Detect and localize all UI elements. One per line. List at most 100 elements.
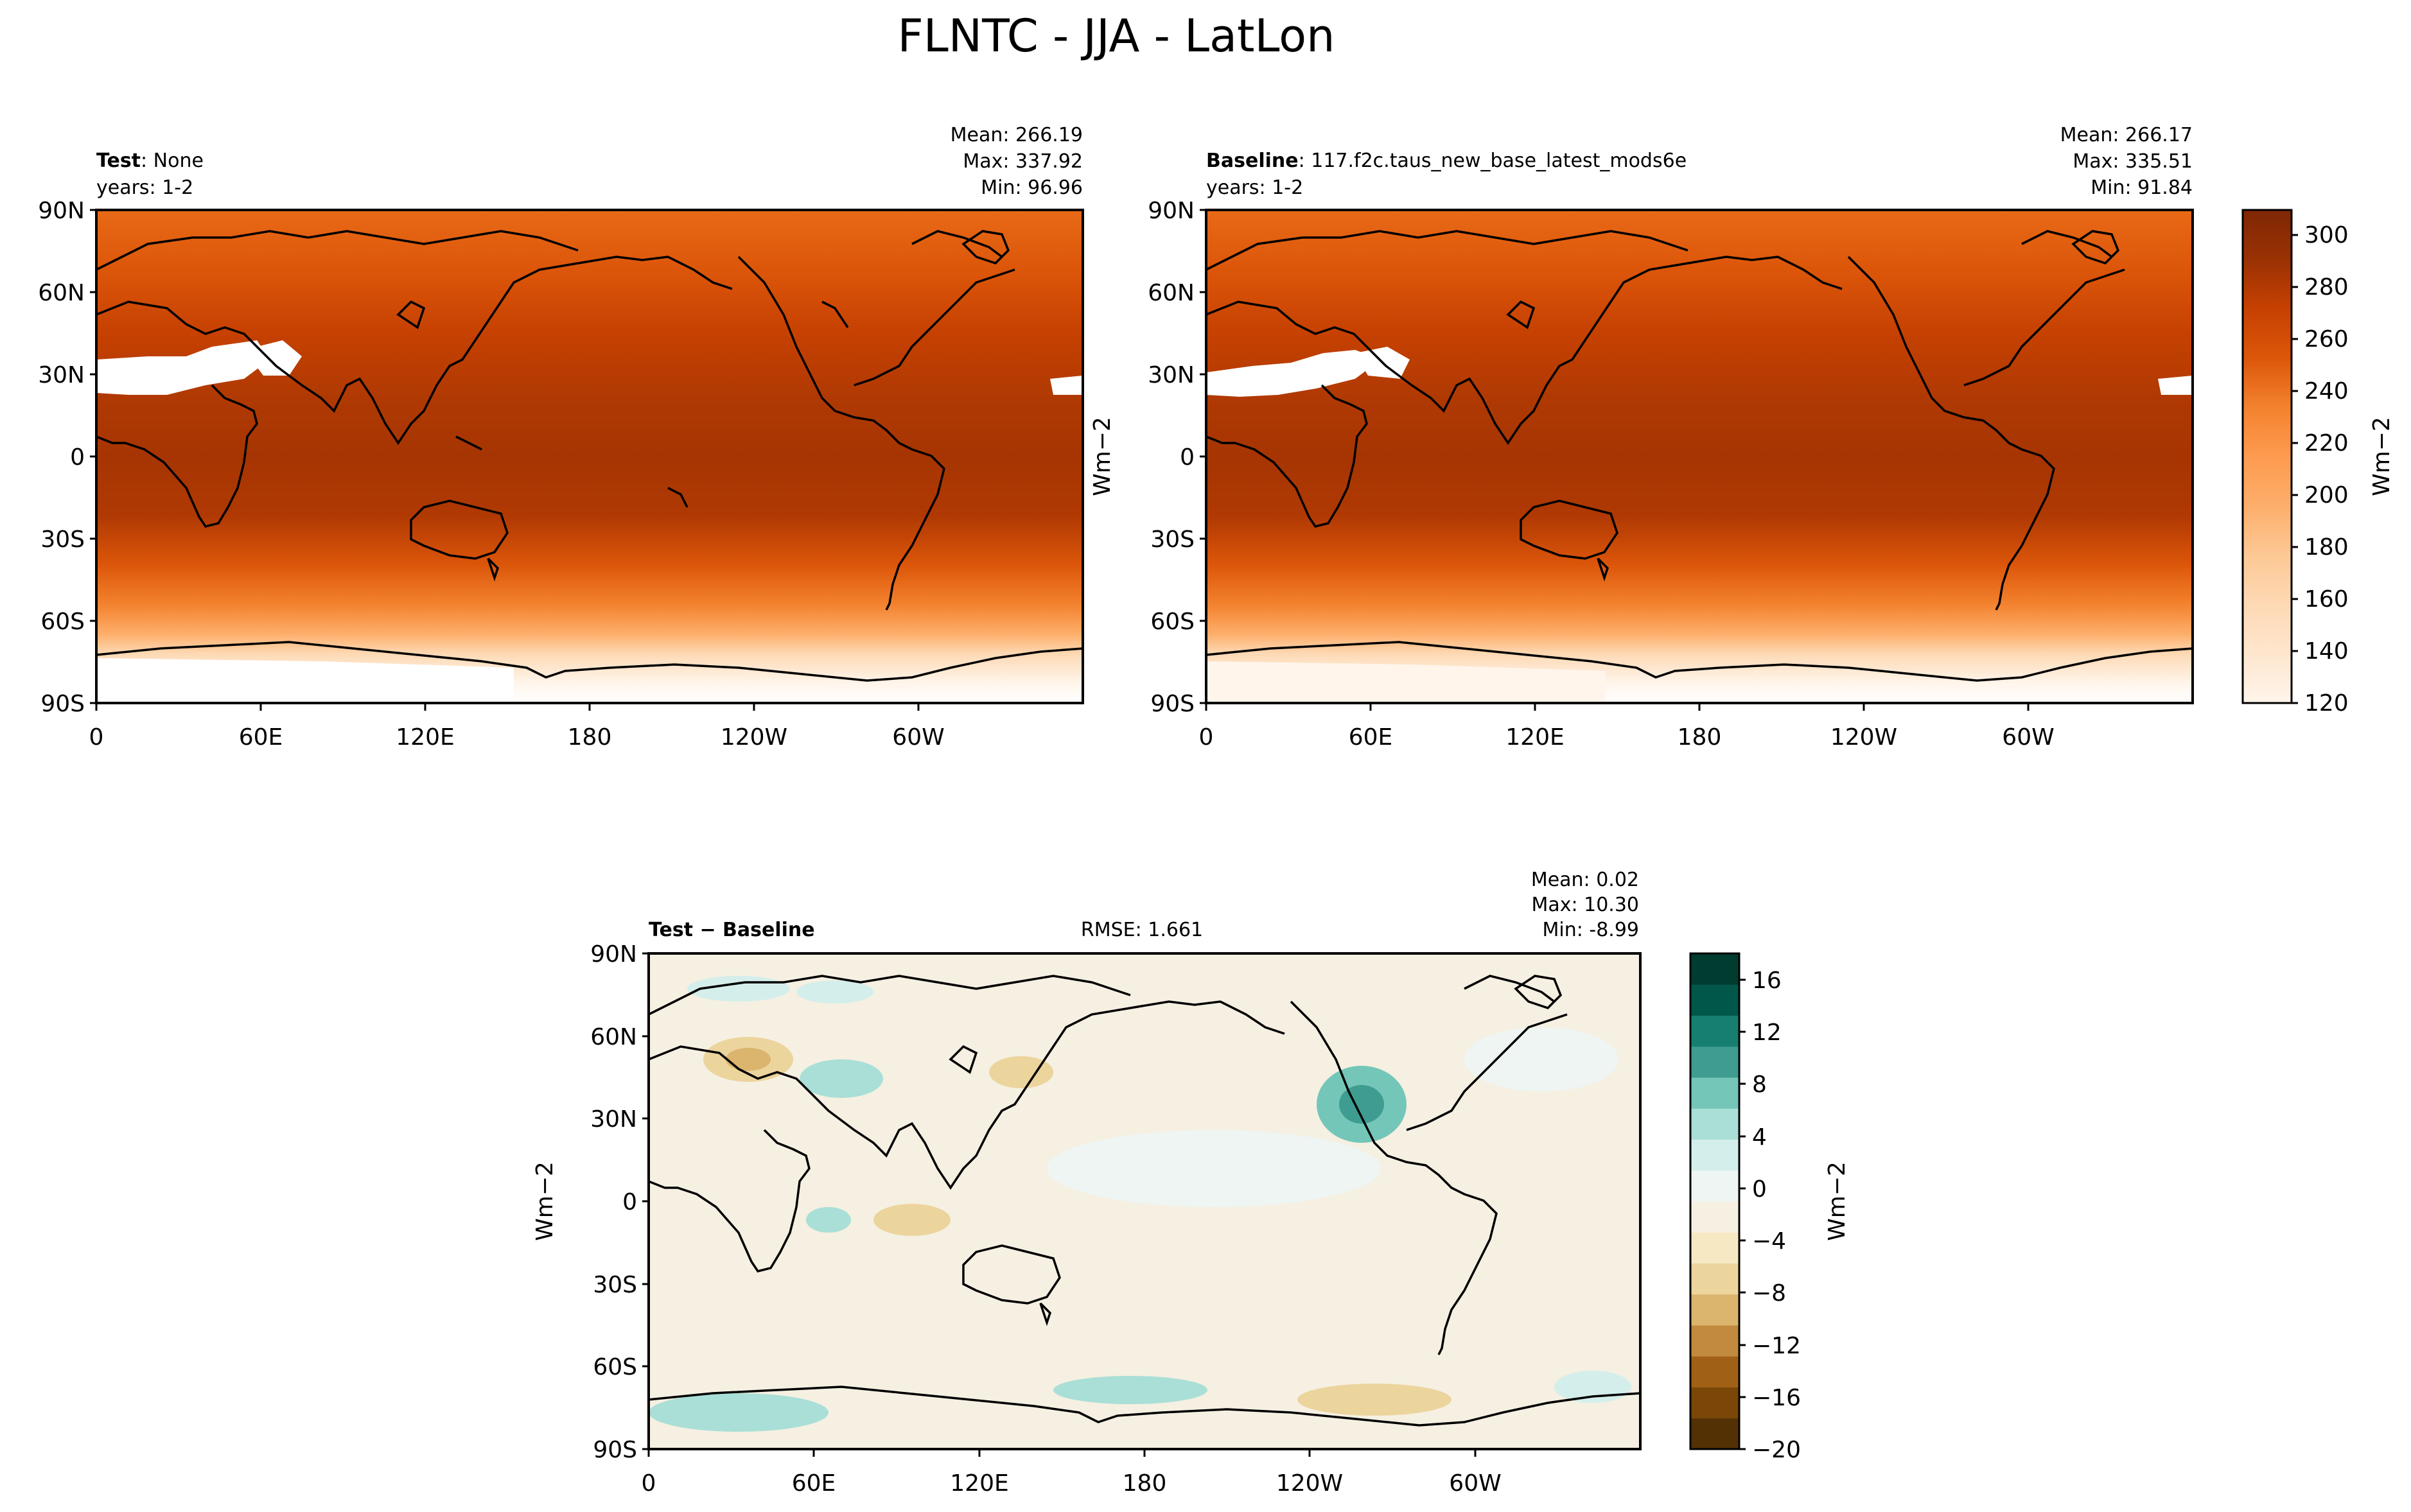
colorbar-orange-tick: 160: [2304, 586, 2349, 613]
panel-difference-stat-mean: Mean: 0.02: [1531, 869, 1639, 891]
panel-baseline-x-tickmarks: [1205, 703, 2030, 711]
panel-difference-y-tickmarks: [642, 952, 649, 1450]
panel-baseline-ytick: 90N: [1148, 198, 1195, 224]
panel-difference-xtick: 120W: [1276, 1470, 1343, 1497]
panel-difference-ytick: 30S: [593, 1272, 637, 1298]
panel-difference-ytick: 60N: [590, 1024, 637, 1050]
panel-baseline-xtick: 180: [1678, 724, 1722, 751]
panel-test: Test: None years: 1-2 Mean: 266.19 Max: …: [38, 124, 1084, 751]
colorbar-brbg-cell: [1690, 1263, 1739, 1295]
panel-difference-anomalies: [649, 976, 1631, 1432]
panel-test-x-tickmarks: [95, 703, 920, 711]
panel-baseline-xtick: 120E: [1505, 724, 1564, 751]
colorbar-brbg-cell: [1690, 953, 1739, 985]
colorbar-orange-tick: 240: [2304, 378, 2349, 404]
panel-baseline-label-bold: Baseline: [1206, 150, 1299, 172]
panel-baseline-xtick: 120W: [1830, 724, 1897, 751]
figure-title: FLNTC - JJA - LatLon: [898, 10, 1335, 62]
panel-test-missing-atlantic: [1050, 376, 1083, 395]
panel-test-stat-max: Max: 337.92: [963, 150, 1083, 173]
colorbar-orange-tick: 200: [2304, 482, 2349, 508]
panel-difference-rmse: RMSE: 1.661: [1081, 919, 1203, 941]
panel-test-ytick: 90N: [38, 198, 85, 224]
colorbar-brbg-tick: −16: [1752, 1385, 1801, 1411]
panel-baseline-map: [1205, 209, 2194, 704]
panel-test-ytick: 60N: [38, 280, 85, 306]
panel-test-years: years: 1-2: [96, 177, 193, 199]
panel-baseline-stat-max: Max: 335.51: [2073, 150, 2193, 173]
panel-baseline-field: [1206, 210, 2193, 703]
panel-difference-xtick: 120E: [950, 1470, 1008, 1497]
panel-test-label-bold: Test: [96, 150, 141, 172]
panel-baseline-ytick: 30N: [1148, 362, 1195, 388]
colorbar-brbg-cell: [1690, 1325, 1739, 1357]
panel-baseline-xtick: 60E: [1349, 724, 1393, 751]
colorbar-brbg-cell: [1690, 1108, 1739, 1140]
colorbar-orange-tick: 120: [2304, 690, 2349, 717]
colorbar-brbg-ticks: −20 −16 −12 −8 −4 0 4 8 12 16: [1752, 968, 1801, 1463]
panel-test-xtick: 120E: [396, 724, 454, 751]
panel-baseline-xtick: 60W: [2002, 724, 2054, 751]
panel-baseline: Baseline: 117.f2c.taus_new_base_latest_m…: [1089, 124, 2194, 751]
panel-test-stat-mean: Mean: 266.19: [951, 124, 1083, 146]
colorbar-brbg-frame: [1689, 952, 1740, 1450]
panel-test-x-ticks: 0 60E 120E 180 120W 60W: [89, 724, 945, 751]
colorbar-orange-tickmarks: [2292, 234, 2298, 704]
panel-difference-xtick: 60E: [792, 1470, 836, 1497]
colorbar-brbg-cell: [1690, 1015, 1739, 1047]
panel-test-label: Test: None: [96, 150, 204, 172]
panel-difference-ytick: 90N: [590, 941, 637, 968]
panel-baseline-stat-min: Min: 91.84: [2091, 177, 2193, 199]
panel-test-ytick: 30S: [40, 526, 85, 553]
colorbar-brbg-cell: [1690, 1077, 1739, 1109]
colorbar-brbg-tick: 16: [1752, 968, 1782, 994]
colorbar-orange-tick: 140: [2304, 638, 2349, 665]
panel-baseline-stat-mean: Mean: 266.17: [2060, 124, 2193, 146]
panel-difference-ytick: 60S: [593, 1354, 637, 1380]
colorbar-brbg-tick: −8: [1752, 1280, 1786, 1307]
colorbar-orange-tick: 260: [2304, 326, 2349, 352]
panel-test-stat-min: Min: 96.96: [981, 177, 1083, 199]
panel-test-field: [96, 210, 1083, 703]
panel-baseline-ytick: 30S: [1150, 526, 1195, 553]
panel-baseline-missing-antarctica: [1206, 661, 1606, 703]
colorbar-brbg-tick: 4: [1752, 1124, 1767, 1151]
colorbar-orange: 120 140 160 180 200 220 240 260 280 300 …: [2241, 209, 2395, 717]
colorbar-brbg-cell: [1690, 1139, 1739, 1171]
panel-difference-x-ticks: 0 60E 120E 180 120W 60W: [642, 1470, 1502, 1497]
colorbar-orange-tick: 180: [2304, 534, 2349, 560]
colorbar-brbg-tickmarks: [1739, 978, 1746, 1450]
panel-baseline-label-text: : 117.f2c.taus_new_base_latest_mods6e: [1299, 150, 1687, 172]
colorbar-brbg-bar: [1690, 953, 1739, 1450]
panel-difference-label: Test − Baseline: [649, 919, 815, 941]
panel-difference: Test − Baseline RMSE: 1.661 Mean: 0.02 M…: [532, 869, 1642, 1497]
panel-difference-y-ticks: 90N 60N 30N 0 30S 60S 90S: [590, 941, 637, 1463]
colorbar-brbg-cell: [1690, 1418, 1739, 1450]
panel-test-xtick: 120W: [721, 724, 787, 751]
colorbar-brbg-tick: 8: [1752, 1072, 1767, 1098]
colorbar-brbg-tick: −20: [1752, 1437, 1801, 1463]
panel-test-ytick: 30N: [38, 362, 85, 388]
panel-baseline-ytick: 90S: [1150, 691, 1195, 717]
panel-difference-x-tickmarks: [647, 1449, 1477, 1457]
colorbar-brbg-tick: −4: [1752, 1228, 1786, 1255]
panel-test-y-ticks: 90N 60N 30N 0 30S 60S 90S: [38, 198, 85, 717]
panel-difference-coastlines: [648, 975, 1641, 1427]
colorbar-brbg-tick: −12: [1752, 1333, 1801, 1359]
panel-test-coastlines: [96, 230, 1083, 682]
colorbar-orange-bar: [2241, 209, 2293, 704]
panel-baseline-label: Baseline: 117.f2c.taus_new_base_latest_m…: [1206, 150, 1687, 172]
colorbar-orange-tick: 280: [2304, 274, 2349, 300]
panel-difference-stat-max: Max: 10.30: [1531, 894, 1639, 916]
panel-baseline-y-ticks: 90N 60N 30N 0 30S 60S 90S: [1148, 198, 1195, 717]
colorbar-orange-tick: 300: [2304, 222, 2349, 248]
panel-difference-ylabel: Wm−2: [532, 1161, 558, 1241]
panel-baseline-ytick: 0: [1180, 444, 1195, 471]
colorbar-brbg-cell: [1690, 984, 1739, 1016]
panel-baseline-ytick: 60S: [1150, 609, 1195, 635]
panel-difference-map: [647, 952, 1642, 1450]
panel-baseline-coastlines: [1206, 230, 2193, 682]
panel-baseline-missing-sahara: [1206, 350, 1381, 397]
colorbar-brbg-label: Wm−2: [1824, 1161, 1850, 1241]
